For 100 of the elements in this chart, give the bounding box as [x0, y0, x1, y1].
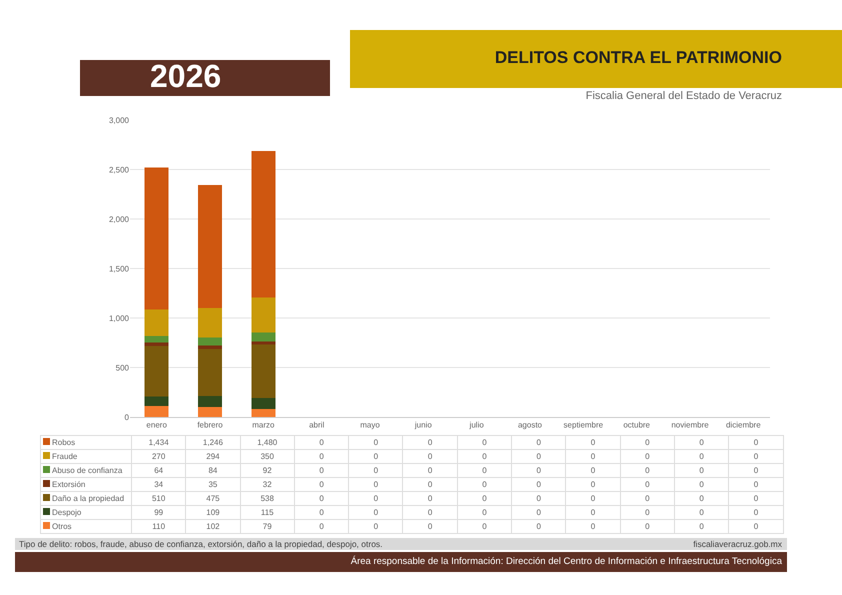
text: Área responsable de la Información: Dirección del Centro de Información e Infraestructura Tecnológica [350, 556, 782, 567]
data-label: 0 [566, 506, 620, 520]
data-label: 0 [674, 478, 729, 492]
bar [198, 184, 222, 308]
bar [198, 308, 222, 338]
data-label: 0 [457, 520, 512, 534]
x-tick-label: agosto [518, 420, 543, 430]
data-label: 0 [674, 520, 729, 534]
data-label: 115 [240, 506, 294, 520]
data-label: 0 [728, 520, 784, 534]
text: fiscaliaveracruz.gob.mx [693, 539, 782, 549]
legend-label: Despojo [52, 508, 82, 517]
data-label: 0 [402, 450, 458, 464]
data-label: 0 [674, 464, 729, 478]
legend-label: Abuso de confianza [52, 466, 122, 475]
x-tick-label: septiembre [564, 420, 604, 430]
bar [251, 409, 276, 417]
data-label: 0 [294, 520, 349, 534]
x-tick-label: febrero [197, 420, 224, 430]
data-label: 0 [566, 464, 620, 478]
y-tick-label: 1,000 [108, 314, 130, 323]
bar [251, 151, 276, 298]
chart-subtitle: Fiscalia General del Estado de Veracruz [586, 90, 782, 102]
bar [144, 309, 169, 336]
data-label: 0 [512, 478, 566, 492]
bar [144, 167, 169, 310]
data-label: 0 [512, 492, 566, 506]
data-label: 0 [728, 450, 784, 464]
data-label: 0 [620, 436, 674, 450]
data-label: 0 [402, 492, 458, 506]
bar [251, 298, 276, 332]
data-label: 110 [132, 520, 186, 534]
data-label: 0 [728, 436, 784, 450]
data-label: 0 [402, 478, 458, 492]
data-label: 0 [674, 436, 729, 450]
data-label: 0 [728, 492, 784, 506]
data-label: 35 [186, 478, 240, 492]
data-label: 102 [186, 520, 240, 534]
bar [198, 406, 222, 417]
data-label: 0 [402, 464, 458, 478]
data-label: 510 [132, 492, 186, 506]
data-label: 294 [186, 450, 240, 464]
x-tick-label: julio [468, 420, 484, 430]
data-label: 0 [294, 450, 349, 464]
data-label: 0 [402, 436, 458, 450]
data-label: 99 [132, 506, 186, 520]
data-label: 0 [620, 450, 674, 464]
data-label: 475 [186, 492, 240, 506]
data-label: 0 [728, 506, 784, 520]
data-label: 0 [402, 520, 458, 534]
data-label: 0 [674, 492, 729, 506]
data-label: 0 [348, 506, 403, 520]
bar [144, 406, 169, 417]
data-label: 34 [132, 478, 186, 492]
x-tick-label: diciembre [726, 420, 762, 430]
y-tick-label: 2,500 [108, 165, 130, 174]
data-label: 0 [402, 506, 458, 520]
legend-label: Otros [52, 522, 72, 531]
data-label: 1,434 [132, 436, 186, 450]
data-label: 0 [674, 450, 729, 464]
data-label: 0 [620, 492, 674, 506]
data-label: 84 [186, 464, 240, 478]
data-label: 0 [348, 478, 403, 492]
data-label: 0 [348, 520, 403, 534]
data-label: 0 [566, 450, 620, 464]
data-label: 32 [240, 478, 294, 492]
data-label: 0 [566, 520, 620, 534]
x-tick-label: marzo [252, 420, 275, 430]
data-label: 92 [240, 464, 294, 478]
data-label: 0 [457, 492, 512, 506]
y-tick-label: 3,000 [108, 116, 130, 125]
legend-label: Robos [52, 438, 76, 447]
data-label: 0 [620, 478, 674, 492]
data-label: 109 [186, 506, 240, 520]
bar [144, 336, 169, 342]
bar [198, 396, 222, 407]
data-label: 0 [294, 478, 349, 492]
data-label: 0 [620, 520, 674, 534]
legend-label: Fraude [52, 452, 78, 461]
chart-title: DELITOS CONTRA EL PATRIMONIO [494, 48, 782, 68]
data-label: 0 [294, 436, 349, 450]
data-label: 0 [620, 506, 674, 520]
data-label: 0 [566, 436, 620, 450]
legend-label: Extorsión [52, 480, 86, 489]
bar [144, 346, 169, 396]
y-tick-label: 1,500 [108, 264, 130, 274]
legend-label: Daño a la propiedad [52, 494, 124, 503]
data-label: 0 [294, 506, 349, 520]
data-label: 0 [457, 478, 512, 492]
bar [251, 332, 276, 342]
y-tick-label: 0 [124, 412, 130, 422]
x-tick-label: mayo [360, 420, 380, 430]
data-label: 0 [512, 464, 566, 478]
data-label: 1,480 [240, 436, 294, 450]
data-label: 0 [512, 436, 566, 450]
data-label: 0 [457, 464, 512, 478]
bar [198, 346, 222, 350]
data-label: 0 [294, 464, 349, 478]
x-tick-label: enero [146, 420, 168, 430]
data-label: 0 [728, 464, 784, 478]
